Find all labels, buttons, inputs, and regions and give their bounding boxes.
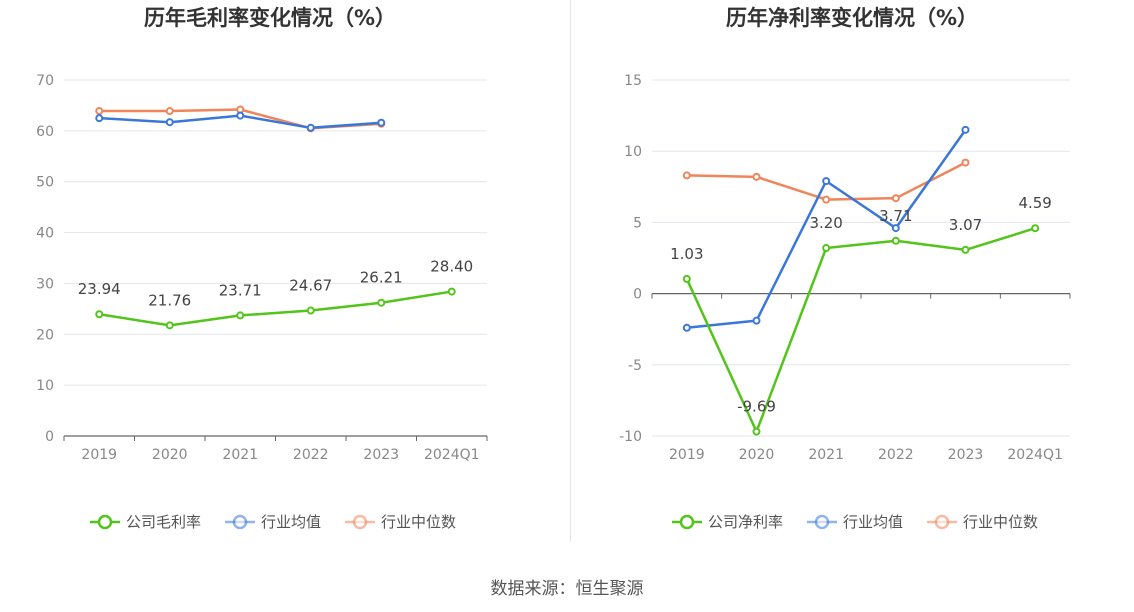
y-tick-label: 20 [36, 327, 54, 343]
data-label: 3.71 [879, 207, 912, 225]
legend-swatch-marker [97, 514, 113, 530]
data-point [891, 236, 900, 245]
data-point [1031, 224, 1040, 233]
y-tick-label: 70 [36, 73, 54, 89]
data-label: 24.67 [289, 277, 332, 295]
legend-swatch-marker [352, 514, 368, 530]
legend-swatch-marker [934, 514, 950, 530]
legend-swatch-marker [679, 514, 695, 530]
y-tick-label: -5 [628, 358, 642, 374]
y-tick-label: -10 [619, 429, 642, 445]
x-tick-label: 2019 [669, 447, 705, 463]
y-tick-label: 50 [36, 175, 54, 191]
series-line-1 [99, 290, 452, 327]
data-point [682, 274, 691, 283]
y-tick-label: 10 [36, 378, 54, 394]
data-point [752, 172, 761, 181]
data-point [236, 105, 245, 114]
data-point [891, 194, 900, 203]
data-point [752, 427, 761, 436]
data-point [95, 114, 104, 123]
legend-label: 行业中位数 [381, 513, 456, 531]
legend-item-1: 公司毛利率 [90, 513, 201, 531]
legend-swatch-marker [814, 514, 830, 530]
series-line-1 [685, 227, 1036, 433]
data-point [752, 316, 761, 325]
data-point [306, 123, 315, 132]
x-tick-label: 2023 [948, 447, 984, 463]
legend-label: 行业中位数 [963, 513, 1038, 531]
legend-item-1: 公司净利率 [672, 513, 783, 531]
x-tick-label: 2021 [808, 447, 844, 463]
x-tick-label: 2022 [293, 447, 329, 463]
legend-label: 行业均值 [843, 513, 903, 531]
y-tick-label: 60 [36, 124, 54, 140]
data-point [822, 244, 831, 253]
data-point [822, 177, 831, 186]
data-point [306, 306, 315, 315]
data-point [961, 125, 970, 134]
legend-item-2: 行业均值 [807, 513, 903, 531]
x-tick-label: 2019 [81, 447, 117, 463]
x-tick-label: 2020 [152, 447, 188, 463]
chart-title: 历年毛利率变化情况（%） [144, 6, 396, 30]
chart-panel-1: 历年毛利率变化情况（%） 0 10 20 30 40 50 60 70 2019 2020 2021 2… [36, 6, 488, 531]
data-label: 1.03 [670, 245, 703, 263]
x-tick-label: 2020 [739, 447, 775, 463]
data-point [165, 107, 174, 116]
x-tick-label: 2023 [363, 447, 399, 463]
data-point [377, 298, 386, 307]
data-point [682, 171, 691, 180]
y-tick-label: 5 [633, 215, 642, 231]
data-label: 23.94 [78, 280, 121, 298]
data-point [95, 310, 104, 319]
data-label: 3.07 [949, 216, 982, 234]
x-tick-label: 2024Q1 [424, 447, 480, 463]
data-point [961, 245, 970, 254]
legend-swatch-marker [232, 514, 248, 530]
data-label: -9.69 [737, 398, 776, 416]
legend-item-3: 行业中位数 [345, 513, 456, 531]
x-tick-label: 2022 [878, 447, 914, 463]
data-label: 4.59 [1018, 194, 1051, 212]
data-point [682, 323, 691, 332]
chart-title: 历年净利率变化情况（%） [726, 6, 978, 30]
data-point [236, 311, 245, 320]
data-point [165, 118, 174, 127]
y-tick-label: 0 [45, 429, 54, 445]
data-point [961, 158, 970, 167]
data-label: 21.76 [148, 291, 191, 309]
data-point [377, 118, 386, 127]
y-tick-label: 30 [36, 276, 54, 292]
y-tick-label: 40 [36, 226, 54, 242]
data-point [891, 224, 900, 233]
x-tick-label: 2021 [222, 447, 258, 463]
data-label: 26.21 [360, 269, 403, 287]
chart-panel-2: 历年净利率变化情况（%） -10 -5 0 5 10 15 2019 2020 2021 2022 2… [619, 6, 1071, 531]
y-tick-label: 10 [624, 144, 642, 160]
panel-divider [570, 0, 571, 542]
data-source-note: 数据来源：恒生聚源 [490, 579, 644, 599]
y-tick-label: 0 [633, 287, 642, 303]
y-tick-label: 15 [624, 73, 642, 89]
data-label: 3.20 [809, 214, 842, 232]
data-label: 28.40 [430, 258, 473, 276]
data-point [822, 195, 831, 204]
data-point [95, 107, 104, 116]
data-point [165, 321, 174, 330]
legend-label: 公司净利率 [708, 513, 783, 531]
data-point [236, 111, 245, 120]
x-tick-label: 2024Q1 [1007, 447, 1063, 463]
legend-label: 公司毛利率 [126, 513, 201, 531]
legend-item-3: 行业中位数 [927, 513, 1038, 531]
legend-label: 行业均值 [261, 513, 321, 531]
data-point [447, 287, 456, 296]
legend-item-2: 行业均值 [225, 513, 321, 531]
data-label: 23.71 [219, 281, 262, 299]
